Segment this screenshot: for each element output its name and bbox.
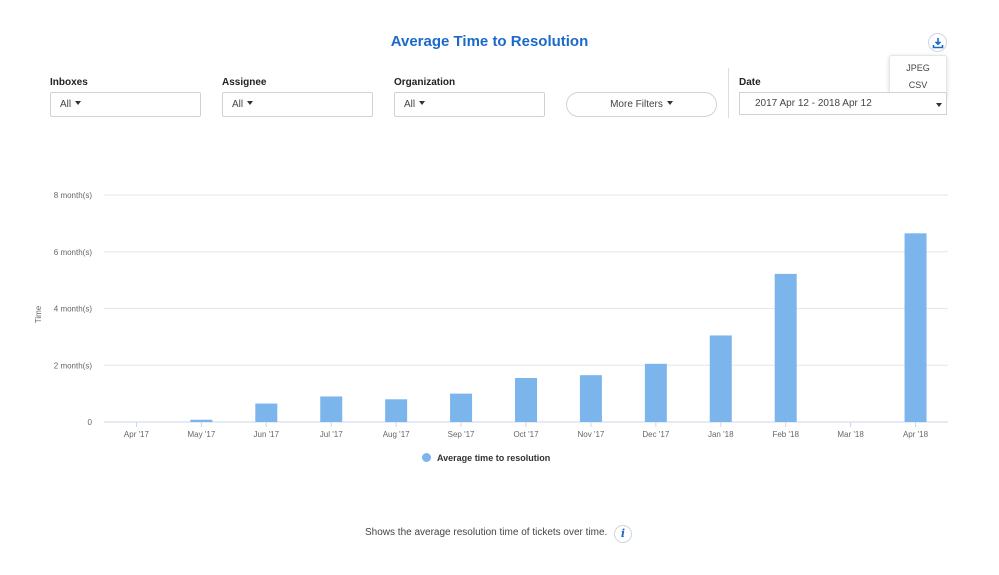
y-tick-label: 6 month(s) (54, 248, 93, 257)
x-tick-label: Jul '17 (320, 430, 343, 439)
organization-label: Organization (394, 77, 456, 88)
x-tick-label: Sep '17 (448, 430, 475, 439)
caret-down-icon (666, 101, 673, 106)
bar (450, 393, 473, 422)
inboxes-value: All (60, 99, 72, 110)
caret-down-icon (75, 101, 82, 106)
bar (644, 363, 667, 422)
bar (320, 396, 343, 422)
download-button[interactable] (928, 33, 947, 52)
y-tick-label: 8 month(s) (54, 191, 93, 200)
bar (709, 335, 732, 422)
bar (190, 419, 213, 422)
legend-marker (422, 453, 431, 463)
organization-value: All (404, 99, 416, 110)
assignee-value: All (232, 99, 244, 110)
x-tick-label: Nov '17 (577, 430, 604, 439)
bar (385, 399, 408, 422)
x-tick-label: Dec '17 (642, 430, 669, 439)
chart-legend[interactable]: Average time to resolution (422, 453, 550, 463)
info-icon[interactable]: i (614, 525, 632, 543)
bar (515, 378, 537, 422)
inboxes-select[interactable]: All (50, 92, 201, 117)
y-tick-label: 0 (88, 418, 93, 427)
export-menu: JPEG CSV (889, 55, 947, 98)
filter-divider (728, 68, 729, 118)
export-csv-option[interactable]: CSV (908, 80, 928, 90)
download-icon (932, 38, 944, 49)
caret-down-icon (936, 103, 942, 107)
inboxes-label: Inboxes (50, 77, 88, 88)
more-filters-label: More Filters (610, 99, 663, 110)
x-tick-label: Apr '18 (903, 430, 929, 439)
legend-label: Average time to resolution (437, 453, 551, 463)
assignee-select[interactable]: All (222, 92, 373, 117)
x-tick-label: Feb '18 (772, 430, 799, 439)
x-tick-label: May '17 (188, 430, 216, 439)
bar (904, 233, 927, 422)
assignee-label: Assignee (222, 77, 267, 88)
export-jpeg-option[interactable]: JPEG (906, 63, 930, 73)
x-tick-label: Mar '18 (837, 430, 864, 439)
y-tick-label: 4 month(s) (54, 305, 93, 314)
chart-description: Shows the average resolution time of tic… (365, 527, 608, 538)
page-title: Average Time to Resolution (390, 33, 589, 50)
date-label: Date (739, 77, 761, 88)
bar (579, 375, 602, 422)
x-tick-label: Aug '17 (383, 430, 410, 439)
date-range-value: 2017 Apr 12 - 2018 Apr 12 (755, 98, 872, 109)
caret-down-icon (247, 101, 254, 106)
y-axis-title: Time (34, 305, 43, 323)
x-tick-label: Jun '17 (254, 430, 280, 439)
x-tick-label: Apr '17 (124, 430, 150, 439)
more-filters-button[interactable]: More Filters (566, 92, 717, 117)
organization-select[interactable]: All (394, 92, 545, 117)
bar (255, 403, 278, 422)
x-tick-label: Jan '18 (708, 430, 734, 439)
bar (774, 273, 797, 422)
caret-down-icon (419, 101, 426, 106)
date-range-select[interactable]: 2017 Apr 12 - 2018 Apr 12 (739, 92, 947, 115)
y-tick-label: 2 month(s) (54, 361, 93, 370)
x-tick-label: Oct '17 (513, 430, 539, 439)
